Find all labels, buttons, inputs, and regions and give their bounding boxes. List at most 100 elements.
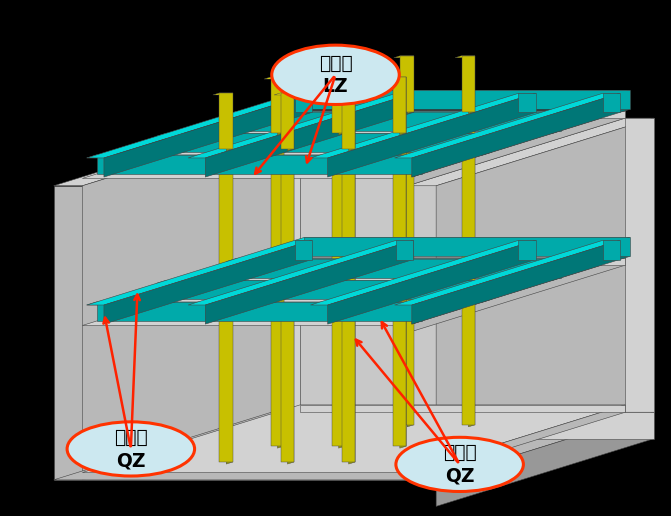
Polygon shape bbox=[213, 168, 233, 170]
Polygon shape bbox=[264, 152, 284, 154]
Polygon shape bbox=[219, 168, 233, 296]
Polygon shape bbox=[395, 240, 620, 305]
Polygon shape bbox=[336, 93, 355, 95]
Polygon shape bbox=[305, 90, 629, 109]
Polygon shape bbox=[104, 93, 312, 177]
Polygon shape bbox=[264, 77, 284, 79]
Polygon shape bbox=[436, 118, 654, 480]
Polygon shape bbox=[166, 133, 491, 152]
Polygon shape bbox=[407, 118, 654, 186]
Polygon shape bbox=[412, 302, 421, 324]
Polygon shape bbox=[87, 240, 312, 305]
Polygon shape bbox=[394, 131, 414, 133]
Polygon shape bbox=[280, 168, 294, 296]
Polygon shape bbox=[166, 280, 491, 299]
Polygon shape bbox=[342, 168, 355, 296]
Polygon shape bbox=[277, 77, 284, 135]
Polygon shape bbox=[236, 259, 561, 278]
Polygon shape bbox=[83, 258, 625, 326]
Polygon shape bbox=[349, 315, 355, 464]
Polygon shape bbox=[412, 155, 421, 177]
Polygon shape bbox=[386, 299, 407, 301]
Polygon shape bbox=[349, 168, 355, 298]
Polygon shape bbox=[620, 90, 629, 112]
Polygon shape bbox=[226, 259, 561, 262]
Polygon shape bbox=[342, 315, 355, 462]
Polygon shape bbox=[83, 405, 625, 473]
Polygon shape bbox=[407, 278, 414, 427]
Polygon shape bbox=[274, 315, 294, 317]
Polygon shape bbox=[339, 131, 352, 259]
Polygon shape bbox=[339, 77, 345, 135]
Polygon shape bbox=[393, 152, 407, 280]
Polygon shape bbox=[54, 118, 300, 186]
Polygon shape bbox=[331, 299, 345, 446]
Polygon shape bbox=[455, 131, 475, 133]
Polygon shape bbox=[213, 93, 233, 95]
Polygon shape bbox=[87, 302, 421, 305]
Ellipse shape bbox=[67, 422, 195, 476]
Polygon shape bbox=[482, 133, 491, 155]
Polygon shape bbox=[400, 77, 407, 135]
Polygon shape bbox=[295, 93, 312, 112]
Polygon shape bbox=[83, 111, 625, 179]
Polygon shape bbox=[401, 278, 414, 425]
Polygon shape bbox=[407, 56, 414, 114]
Polygon shape bbox=[272, 118, 300, 412]
Polygon shape bbox=[462, 278, 475, 425]
Ellipse shape bbox=[396, 438, 523, 491]
Polygon shape bbox=[336, 168, 355, 170]
Polygon shape bbox=[346, 131, 352, 261]
Polygon shape bbox=[305, 237, 629, 256]
Polygon shape bbox=[393, 77, 407, 133]
Polygon shape bbox=[287, 168, 294, 298]
Polygon shape bbox=[156, 133, 491, 136]
Polygon shape bbox=[407, 131, 414, 261]
Polygon shape bbox=[87, 93, 312, 158]
Polygon shape bbox=[272, 412, 654, 439]
Polygon shape bbox=[407, 258, 625, 333]
Polygon shape bbox=[226, 168, 233, 298]
Polygon shape bbox=[331, 152, 345, 280]
Polygon shape bbox=[311, 93, 535, 158]
Polygon shape bbox=[336, 315, 355, 317]
Polygon shape bbox=[436, 412, 654, 506]
Polygon shape bbox=[468, 56, 475, 114]
Polygon shape bbox=[277, 299, 284, 448]
Polygon shape bbox=[333, 56, 352, 58]
Polygon shape bbox=[400, 299, 407, 448]
Polygon shape bbox=[83, 118, 300, 480]
Polygon shape bbox=[407, 111, 625, 186]
Ellipse shape bbox=[272, 45, 399, 104]
Polygon shape bbox=[270, 299, 284, 446]
Polygon shape bbox=[226, 93, 233, 151]
Polygon shape bbox=[54, 412, 654, 480]
Polygon shape bbox=[236, 111, 561, 131]
Polygon shape bbox=[219, 315, 233, 462]
Polygon shape bbox=[274, 168, 294, 170]
Polygon shape bbox=[205, 240, 413, 324]
Polygon shape bbox=[156, 280, 491, 283]
Polygon shape bbox=[270, 77, 284, 133]
Polygon shape bbox=[393, 299, 407, 446]
Text: 墙上柱
QZ: 墙上柱 QZ bbox=[443, 443, 476, 486]
Polygon shape bbox=[97, 155, 421, 174]
Polygon shape bbox=[219, 93, 233, 149]
Polygon shape bbox=[396, 240, 413, 260]
Polygon shape bbox=[412, 93, 620, 177]
Polygon shape bbox=[87, 155, 421, 158]
Polygon shape bbox=[333, 131, 352, 133]
Polygon shape bbox=[327, 93, 535, 177]
Polygon shape bbox=[311, 240, 535, 305]
Polygon shape bbox=[213, 315, 233, 317]
Polygon shape bbox=[300, 405, 625, 412]
Polygon shape bbox=[551, 259, 561, 281]
Polygon shape bbox=[455, 278, 475, 280]
Polygon shape bbox=[349, 93, 355, 151]
Polygon shape bbox=[205, 93, 413, 177]
Polygon shape bbox=[412, 240, 620, 324]
Polygon shape bbox=[188, 240, 413, 305]
Polygon shape bbox=[104, 240, 312, 324]
Text: 梁上柱
LZ: 梁上柱 LZ bbox=[319, 54, 352, 96]
Polygon shape bbox=[386, 152, 407, 154]
